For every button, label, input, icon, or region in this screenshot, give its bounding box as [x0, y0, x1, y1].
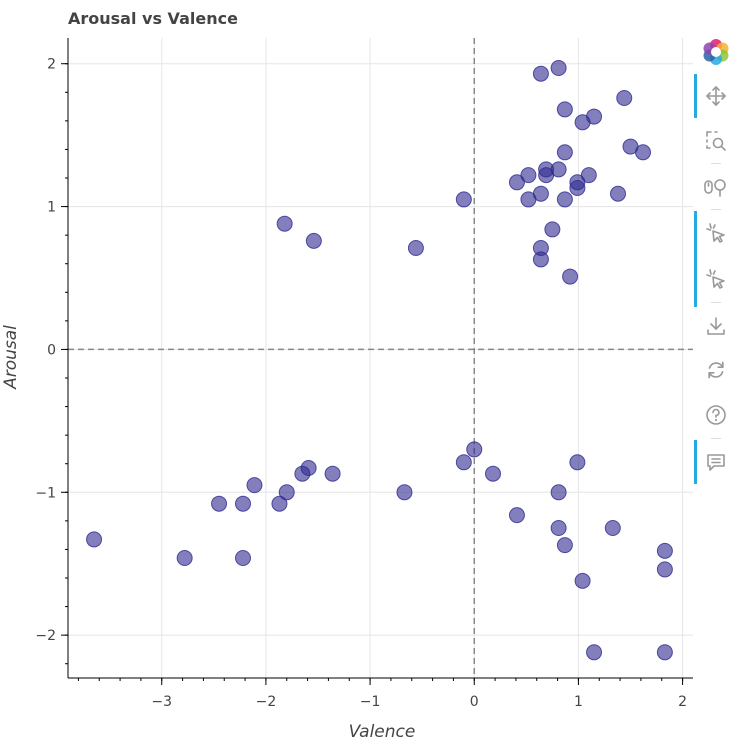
scatter-point — [455, 454, 472, 471]
y-axis-label: Arousal — [1, 325, 21, 390]
scatter-point — [604, 520, 621, 536]
scatter-point — [466, 441, 483, 458]
y-axis: −2 −1 0 1 2 — [35, 57, 68, 665]
reset-tool-button[interactable] — [694, 354, 737, 386]
wheel-zoom-tool-button[interactable] — [694, 171, 737, 203]
scatter-point — [407, 240, 424, 256]
box-zoom-icon — [705, 131, 726, 151]
scatter-point — [574, 572, 591, 589]
scatter-point — [520, 167, 537, 184]
y-tick-label: 1 — [47, 200, 56, 216]
comment-icon — [706, 454, 725, 471]
bokeh-logo-icon[interactable] — [694, 36, 737, 68]
scatter-point — [396, 484, 413, 501]
toolbar — [694, 32, 737, 492]
scatter-point — [550, 161, 567, 178]
plot-frame — [67, 38, 693, 679]
scatter-point — [278, 484, 295, 501]
scatter-point — [569, 454, 586, 471]
scatter-point — [455, 191, 472, 208]
scatter-point — [550, 484, 567, 501]
scatter-point — [246, 477, 263, 494]
scatter-point — [635, 144, 651, 161]
scatter-point — [532, 251, 549, 268]
scatter-point — [656, 561, 673, 578]
help-icon — [705, 405, 726, 425]
scatter-point — [294, 465, 311, 482]
hover-tool-button[interactable] — [694, 263, 737, 295]
x-tick-label: 1 — [574, 694, 583, 710]
grid — [68, 38, 693, 678]
tap-tool-button[interactable] — [694, 211, 737, 307]
scatter-point — [235, 550, 251, 566]
scatter-point — [586, 108, 603, 125]
x-tick-label: 0 — [470, 694, 479, 710]
scatter-point — [556, 191, 573, 208]
scatter-point — [520, 191, 537, 208]
scatter-point — [544, 221, 561, 238]
scatter-point — [305, 232, 322, 249]
reference-lines — [68, 38, 693, 678]
scatter-point — [235, 495, 251, 512]
scatter-point — [276, 215, 293, 232]
wheel-zoom-icon — [703, 179, 726, 197]
scatter-point — [485, 465, 501, 482]
scatter-point — [556, 537, 573, 554]
y-tick-label: −2 — [35, 628, 56, 644]
scatter-point — [550, 520, 567, 536]
x-tick-label: 2 — [678, 694, 687, 710]
scatter-point — [562, 268, 579, 285]
chart-title: Arousal vs Valence — [68, 9, 238, 28]
scatter-point — [610, 185, 626, 202]
x-axis-label: Valence — [349, 722, 416, 741]
scatter-point — [211, 495, 228, 512]
y-tick-label: 2 — [47, 57, 56, 73]
scatter-point — [556, 144, 573, 161]
scatter-point — [508, 507, 525, 524]
tooltip-tool-button[interactable] — [694, 440, 737, 484]
scatter-point — [324, 465, 341, 482]
scatter-point — [569, 180, 586, 196]
scatter-point — [556, 101, 573, 118]
x-tick-label: −3 — [151, 694, 172, 710]
hover-icon — [705, 269, 725, 289]
pan-icon — [705, 86, 726, 106]
pan-tool-button[interactable] — [694, 74, 737, 118]
scatter-point — [176, 550, 193, 566]
scatter-point — [532, 65, 549, 82]
scatter-point — [550, 60, 567, 76]
scatter-point — [656, 542, 673, 559]
help-tool-button[interactable] — [694, 399, 737, 431]
tap-icon — [705, 223, 725, 243]
scatter-point — [656, 644, 673, 661]
x-axis: −3 −2 −1 0 1 2 — [77, 678, 687, 710]
reset-icon — [707, 361, 724, 379]
scatter-point — [616, 90, 633, 106]
y-tick-label: 0 — [47, 342, 56, 358]
data-points — [86, 60, 673, 661]
save-icon — [706, 317, 725, 335]
scatter-point — [86, 531, 103, 548]
scatter-point — [271, 495, 288, 512]
x-tick-label: −1 — [360, 694, 381, 710]
scatter-point — [580, 167, 597, 184]
y-tick-label: −1 — [35, 485, 56, 501]
box-zoom-tool-button[interactable] — [694, 125, 737, 157]
x-tick-label: −2 — [256, 694, 277, 710]
save-tool-button[interactable] — [694, 310, 737, 342]
scatter-point — [586, 644, 603, 661]
scatter-point — [508, 174, 525, 191]
